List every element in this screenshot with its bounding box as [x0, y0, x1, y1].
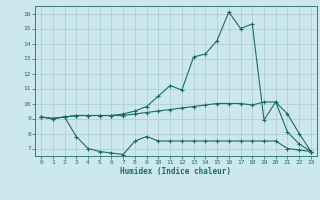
X-axis label: Humidex (Indice chaleur): Humidex (Indice chaleur) — [121, 167, 231, 176]
